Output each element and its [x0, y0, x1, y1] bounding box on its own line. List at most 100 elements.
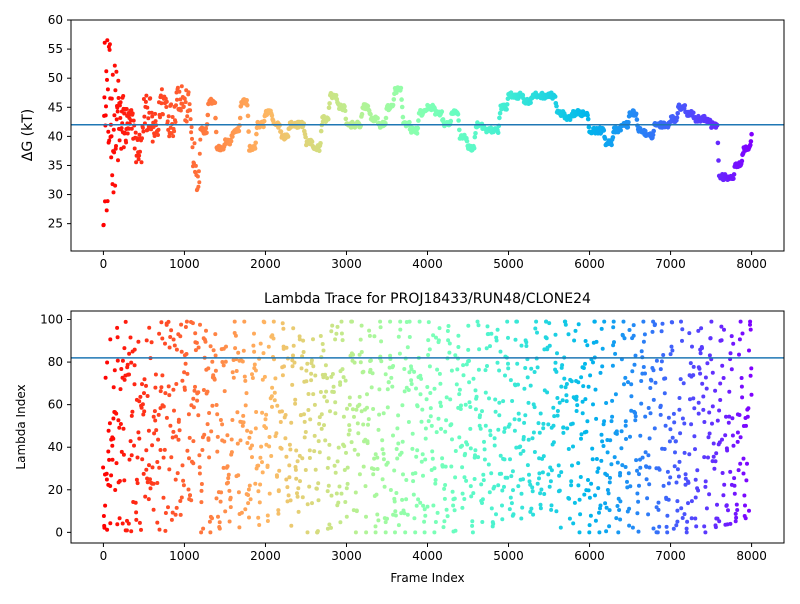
- delta-g-point: [739, 158, 745, 164]
- lambda-chart-title: Lambda Trace for PROJ18433/RUN48/CLONE24: [264, 291, 591, 307]
- lambda-point: [276, 511, 281, 516]
- lambda-point: [572, 500, 577, 505]
- lambda-point: [136, 339, 141, 344]
- lambda-points: [101, 319, 754, 535]
- lambda-point: [194, 340, 199, 345]
- lambda-point: [227, 488, 232, 493]
- lambda-point: [157, 465, 162, 470]
- delta-g-point: [609, 142, 614, 148]
- lambda-point: [382, 484, 387, 489]
- lambda-point: [302, 435, 307, 440]
- lambda-point: [646, 453, 651, 458]
- lambda-point: [141, 471, 146, 476]
- lambda-point: [646, 406, 651, 410]
- lambda-point: [185, 371, 190, 376]
- lambda-point: [477, 347, 482, 352]
- lambda-point: [174, 434, 178, 439]
- lambda-point: [380, 447, 385, 452]
- lambda-point: [115, 358, 120, 363]
- lambda-point: [631, 323, 636, 328]
- lambda-point: [608, 475, 612, 480]
- lambda-point: [173, 512, 178, 517]
- delta-g-point: [117, 138, 122, 143]
- lambda-point: [236, 350, 241, 355]
- lambda-point: [129, 453, 134, 458]
- delta-g-point: [285, 134, 291, 139]
- lambda-point: [526, 437, 531, 442]
- lambda-point: [407, 370, 412, 375]
- lambda-point: [446, 338, 451, 343]
- lambda-point: [258, 482, 263, 487]
- lambda-point: [567, 516, 572, 521]
- delta-g-point: [634, 117, 640, 122]
- lambda-point: [167, 393, 172, 398]
- delta-g-point: [228, 138, 234, 144]
- lambda-point: [710, 421, 714, 426]
- lambda-point: [404, 497, 409, 502]
- lambda-point: [329, 493, 334, 498]
- delta-g-point: [144, 93, 149, 98]
- lambda-point: [164, 415, 169, 420]
- lambda-point: [671, 526, 676, 531]
- lambda-point: [547, 321, 552, 326]
- lambda-point: [495, 360, 500, 365]
- lambda-point: [426, 338, 431, 343]
- lambda-point: [103, 375, 108, 380]
- delta-g-point: [399, 97, 404, 102]
- lambda-point: [392, 468, 397, 473]
- lambda-point: [452, 496, 457, 501]
- lambda-point: [166, 505, 170, 510]
- lambda-point: [415, 448, 420, 453]
- lambda-point: [155, 520, 160, 525]
- lambda-point: [588, 373, 593, 378]
- lambda-point: [393, 509, 398, 514]
- lambda-point: [510, 469, 515, 474]
- delta-g-point: [237, 115, 243, 121]
- lambda-point: [250, 372, 254, 377]
- lambda-point: [229, 437, 234, 442]
- lambda-point: [702, 455, 707, 460]
- lambda-point: [428, 406, 433, 411]
- lambda-point: [449, 368, 454, 373]
- lambda-point: [643, 450, 648, 455]
- delta-g-point: [554, 103, 559, 109]
- lambda-point: [170, 510, 175, 515]
- delta-g-point: [141, 97, 146, 101]
- lambda-point: [222, 389, 227, 394]
- lambda-x-tick-label: 0: [100, 549, 108, 563]
- lambda-point: [715, 502, 719, 507]
- lambda-point: [509, 474, 514, 479]
- lambda-point: [512, 428, 517, 433]
- lambda-point: [197, 471, 202, 476]
- lambda-point: [119, 367, 124, 371]
- lambda-point: [443, 429, 448, 434]
- lambda-point: [689, 422, 694, 427]
- lambda-point: [557, 488, 562, 493]
- lambda-point: [448, 397, 453, 402]
- lambda-point: [112, 368, 117, 373]
- lambda-point: [293, 401, 298, 406]
- lambda-point: [328, 409, 332, 414]
- lambda-point: [114, 461, 119, 466]
- delta-g-point: [107, 42, 112, 47]
- lambda-point: [147, 325, 152, 330]
- lambda-point: [343, 378, 348, 383]
- lambda-point: [521, 435, 526, 439]
- lambda-point: [322, 394, 327, 399]
- lambda-point: [327, 442, 332, 447]
- lambda-point: [748, 322, 752, 327]
- lambda-point: [332, 463, 337, 468]
- lambda-point: [587, 523, 592, 528]
- lambda-point: [599, 458, 604, 463]
- lambda-point: [378, 319, 383, 324]
- lambda-point: [185, 448, 190, 453]
- lambda-point: [191, 439, 196, 444]
- delta-g-x-tick-label: 6000: [574, 257, 605, 271]
- lambda-point: [462, 497, 467, 501]
- lambda-point: [422, 507, 427, 512]
- lambda-point: [113, 488, 118, 492]
- delta-g-point: [137, 153, 142, 158]
- lambda-point: [589, 481, 594, 486]
- lambda-y-tick-label: 60: [48, 398, 63, 412]
- delta-g-point: [143, 99, 148, 104]
